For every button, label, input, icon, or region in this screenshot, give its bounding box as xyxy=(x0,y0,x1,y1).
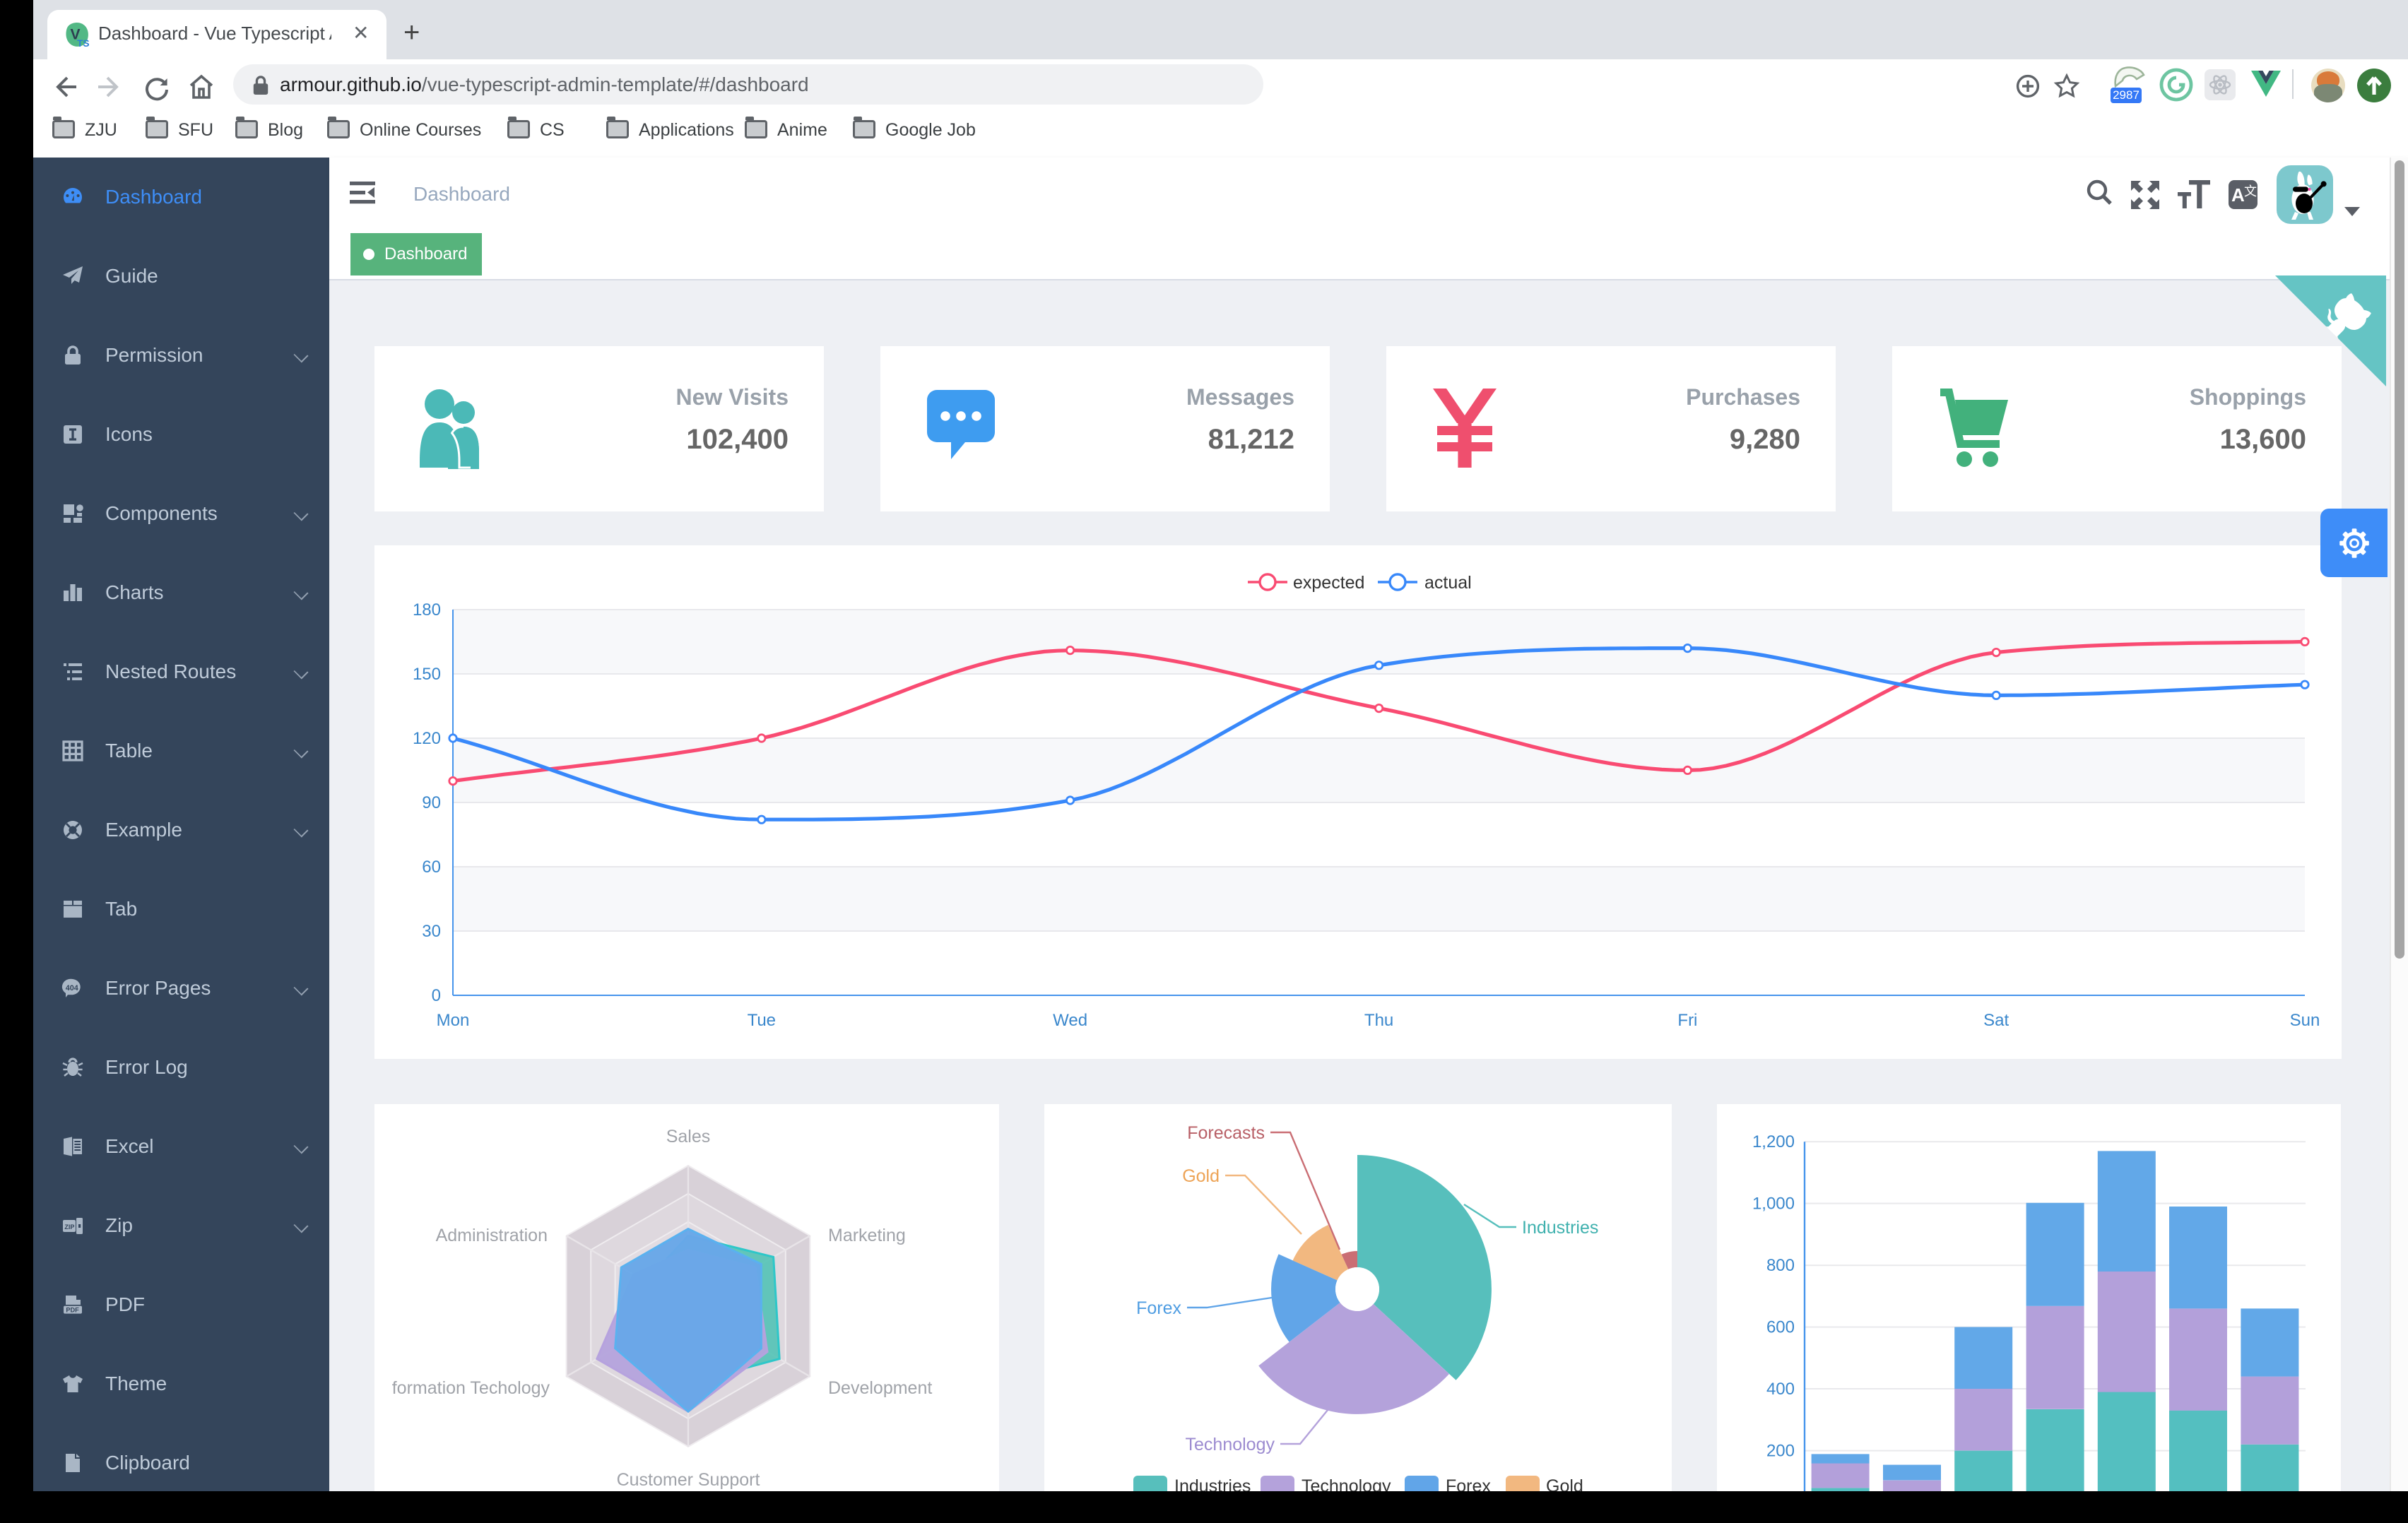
svg-text:Forex: Forex xyxy=(1136,1298,1181,1318)
svg-text:Customer Support: Customer Support xyxy=(617,1470,760,1490)
svg-text:800: 800 xyxy=(1766,1256,1795,1275)
svg-text:0: 0 xyxy=(432,986,441,1005)
svg-text:Technology: Technology xyxy=(1186,1435,1275,1454)
svg-text:Mon: Mon xyxy=(437,1011,470,1030)
svg-text:1,200: 1,200 xyxy=(1752,1132,1795,1151)
svg-text:600: 600 xyxy=(1766,1318,1795,1337)
svg-text:Sales: Sales xyxy=(666,1127,711,1146)
svg-text:Fri: Fri xyxy=(1677,1011,1697,1030)
svg-text:200: 200 xyxy=(1766,1442,1795,1461)
svg-text:1,000: 1,000 xyxy=(1752,1195,1795,1214)
svg-text:60: 60 xyxy=(422,858,441,877)
svg-text:Administration: Administration xyxy=(436,1226,548,1245)
svg-text:90: 90 xyxy=(422,793,441,812)
svg-text:Marketing: Marketing xyxy=(828,1226,906,1245)
svg-text:Industries: Industries xyxy=(1522,1218,1598,1238)
svg-text:Technology: Technology xyxy=(1302,1476,1391,1491)
svg-text:30: 30 xyxy=(422,922,441,941)
svg-text:PDF: PDF xyxy=(66,1307,79,1314)
svg-text:Forex: Forex xyxy=(1446,1476,1491,1491)
svg-text:TS: TS xyxy=(77,38,89,49)
svg-text:404: 404 xyxy=(66,984,78,992)
svg-text:180: 180 xyxy=(413,600,441,620)
svg-text:Tue: Tue xyxy=(748,1011,776,1030)
svg-text:V: V xyxy=(71,26,81,42)
svg-text:Wed: Wed xyxy=(1053,1011,1087,1030)
svg-text:120: 120 xyxy=(413,729,441,748)
svg-text:Gold: Gold xyxy=(1182,1166,1220,1186)
svg-text:Sun: Sun xyxy=(2290,1011,2320,1030)
svg-text:150: 150 xyxy=(413,665,441,684)
svg-text:400: 400 xyxy=(1766,1380,1795,1399)
svg-text:ZIP: ZIP xyxy=(64,1223,74,1231)
svg-text:expected: expected xyxy=(1293,573,1364,593)
svg-text:formation Techology: formation Techology xyxy=(392,1378,550,1398)
svg-text:Industries: Industries xyxy=(1174,1476,1251,1491)
svg-text:Forecasts: Forecasts xyxy=(1187,1123,1265,1143)
svg-text:Sat: Sat xyxy=(1983,1011,2009,1030)
svg-text:Thu: Thu xyxy=(1364,1011,1393,1030)
svg-text:Development: Development xyxy=(828,1378,932,1398)
svg-text:actual: actual xyxy=(1424,573,1472,593)
svg-text:Gold: Gold xyxy=(1546,1476,1583,1491)
